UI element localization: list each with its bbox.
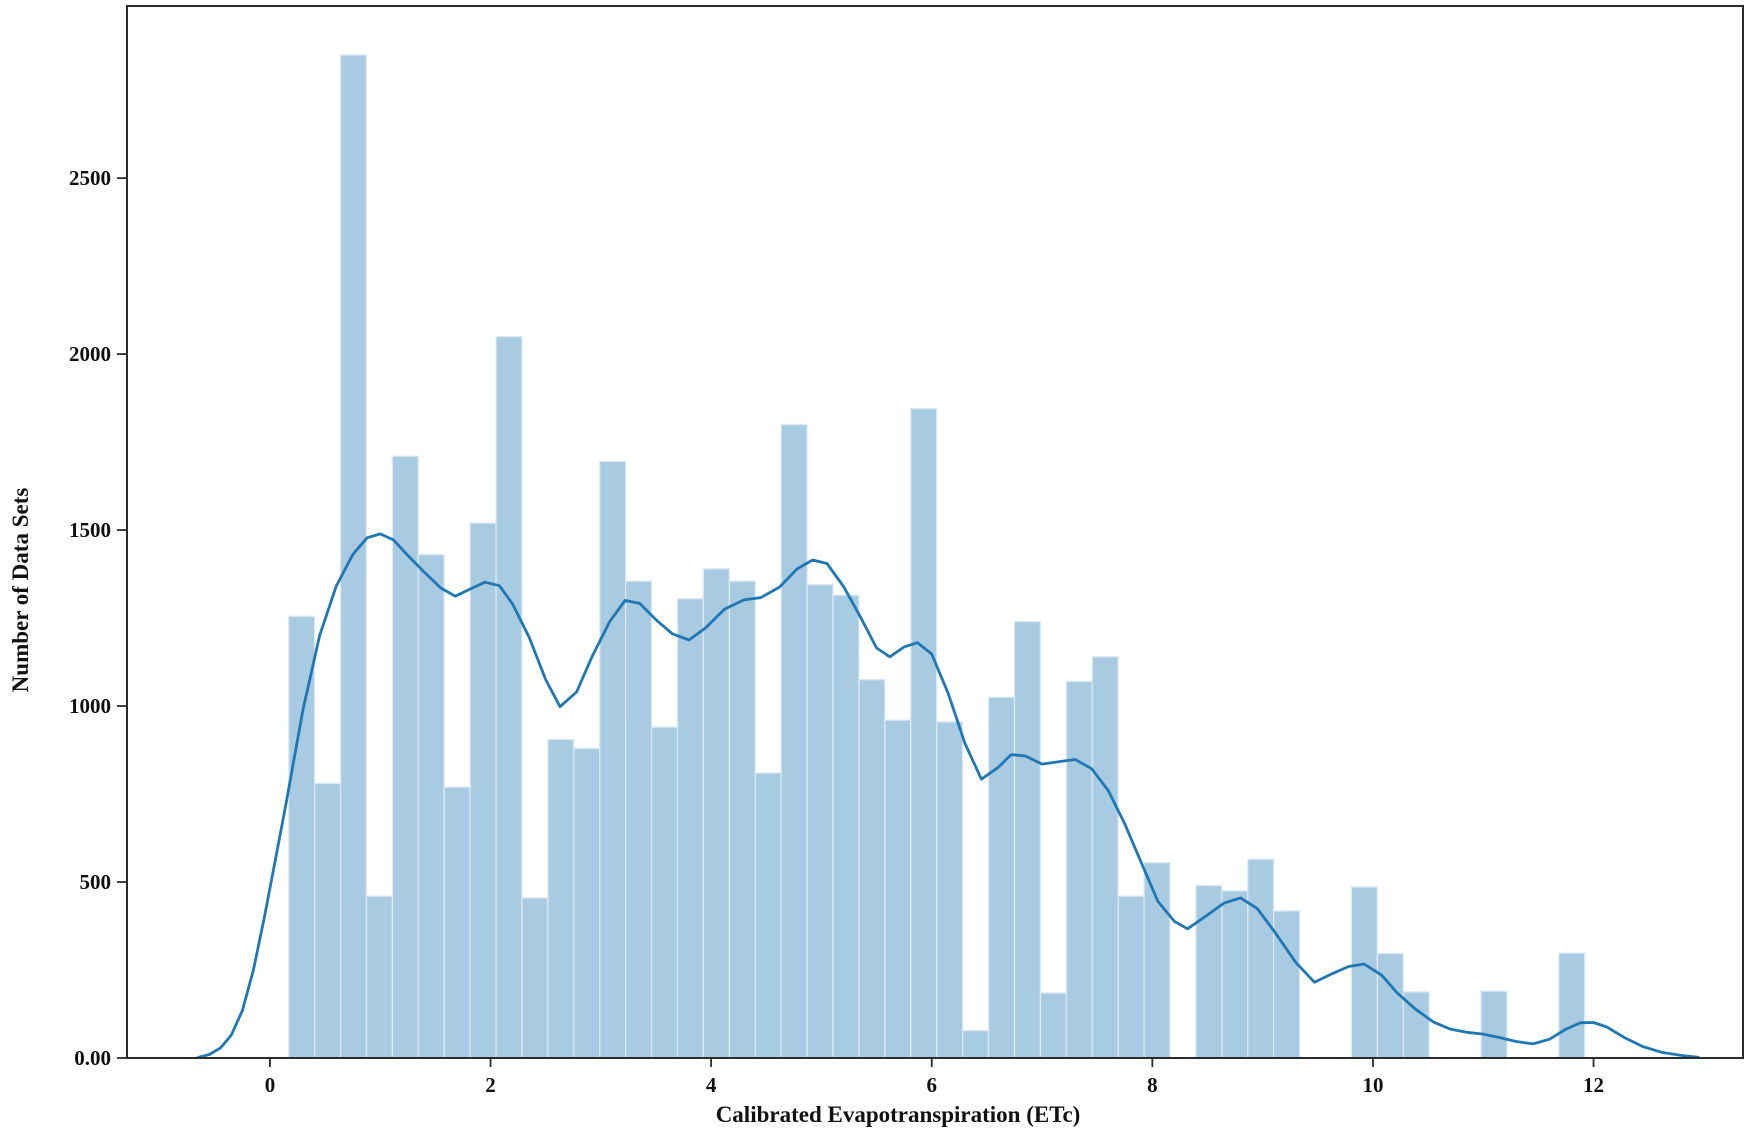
- histogram-bar: [365, 895, 394, 1059]
- histogram-bar: [313, 782, 342, 1059]
- histogram-bar: [1350, 886, 1379, 1059]
- histogram-bar: [521, 897, 549, 1059]
- x-tick-label: 6: [926, 1073, 937, 1097]
- y-tick-label: 0.00: [74, 1046, 111, 1070]
- histogram-bar: [650, 726, 679, 1059]
- histogram-bar: [1273, 910, 1301, 1059]
- histogram-bar: [1195, 884, 1223, 1059]
- histogram-bar: [676, 598, 705, 1059]
- histogram-bar: [599, 460, 627, 1059]
- histogram-bar: [702, 568, 730, 1059]
- histogram-bar: [625, 580, 653, 1059]
- histogram-bar: [832, 594, 860, 1059]
- histogram-bar: [858, 679, 886, 1059]
- y-tick-label: 2500: [69, 166, 111, 190]
- histogram-bar: [1039, 992, 1067, 1059]
- histogram-bar: [573, 747, 601, 1059]
- histogram-bar: [987, 696, 1016, 1059]
- histogram-bar: [910, 407, 938, 1059]
- histogram-bar: [936, 721, 964, 1059]
- x-tick-label: 0: [265, 1073, 276, 1097]
- x-tick-label: 4: [706, 1073, 717, 1097]
- histogram-bar: [780, 423, 808, 1059]
- histogram-bar: [495, 335, 523, 1059]
- histogram-bar: [1013, 620, 1042, 1059]
- histogram-bar: [961, 1029, 990, 1059]
- histogram-bar: [884, 719, 912, 1059]
- x-tick-label: 2: [485, 1073, 496, 1097]
- histogram-bar: [469, 522, 497, 1059]
- x-tick-label: 10: [1362, 1073, 1383, 1097]
- histogram-bar: [547, 738, 575, 1059]
- y-tick-label: 1000: [69, 694, 111, 718]
- histogram-bar: [728, 580, 756, 1059]
- histogram-bar: [1117, 895, 1145, 1059]
- histogram-bar: [1221, 890, 1249, 1059]
- histogram-bar: [391, 455, 419, 1059]
- histogram-bar: [1480, 990, 1508, 1059]
- histogram-bar: [1091, 656, 1119, 1059]
- histogram-bar: [754, 772, 782, 1059]
- histogram-bar: [443, 786, 471, 1059]
- axis-ticks: [117, 177, 1595, 1067]
- axis-tick-labels: 0 2 4 6 8 10 12 0.00 500 1000 1500 2000 2500: [69, 166, 1604, 1097]
- histogram-bar: [417, 554, 445, 1059]
- y-axis-label: Number of Data Sets: [8, 487, 33, 693]
- x-tick-label: 12: [1583, 1073, 1604, 1097]
- histogram-bar: [288, 615, 316, 1059]
- x-tick-label: 8: [1147, 1073, 1158, 1097]
- y-tick-label: 1500: [69, 518, 111, 542]
- histogram-bar: [806, 583, 834, 1059]
- histogram-bar: [1247, 858, 1275, 1059]
- histogram-bar: [1065, 680, 1093, 1059]
- kde-curve: [196, 532, 1700, 1059]
- histogram-bar: [339, 54, 368, 1059]
- x-axis-label: Calibrated Evapotranspiration (ETc): [715, 1102, 1081, 1127]
- histogram-bar: [1143, 862, 1171, 1059]
- histogram-bars: [288, 54, 1586, 1059]
- plot-border: [126, 5, 1744, 1059]
- y-tick-label: 500: [80, 870, 112, 894]
- histogram-bar: [1376, 952, 1404, 1059]
- histogram-bar: [1558, 952, 1586, 1059]
- y-tick-label: 2000: [69, 342, 111, 366]
